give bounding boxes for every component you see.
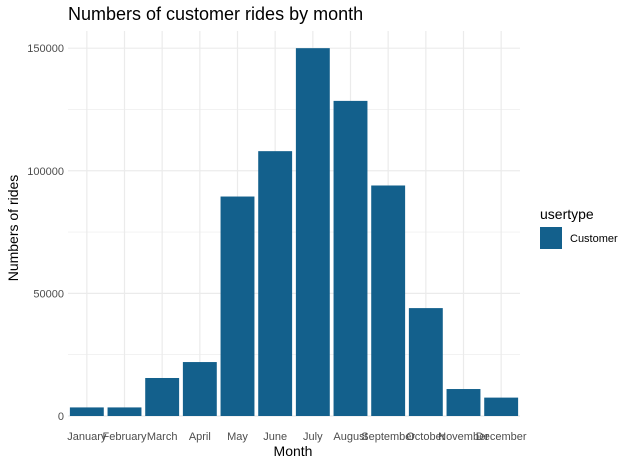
bar-may <box>220 196 255 416</box>
y-axis-title: Numbers of rides <box>5 175 21 282</box>
x-tick-label: October <box>406 431 445 443</box>
bars <box>69 48 519 417</box>
bar-january <box>69 407 104 416</box>
bar-september <box>371 185 406 416</box>
x-tick-label: January <box>67 431 107 443</box>
x-tick-label: August <box>333 431 367 443</box>
x-tick-label: February <box>102 431 147 443</box>
x-tick-label: May <box>227 431 248 443</box>
x-tick-label: November <box>438 431 489 443</box>
legend-swatch-customer <box>540 227 562 249</box>
bar-august <box>333 100 368 416</box>
y-axis-ticks: 0 50000 100000 150000 <box>27 43 64 423</box>
bar-april <box>182 362 217 416</box>
x-tick-label: July <box>303 431 323 443</box>
bar-july <box>295 48 330 417</box>
legend: usertype Customer <box>540 206 618 249</box>
bar-march <box>145 377 180 416</box>
bar-december <box>484 397 519 416</box>
y-tick-label: 150000 <box>27 43 64 55</box>
chart-title: Numbers of customer rides by month <box>68 4 363 24</box>
legend-title: usertype <box>540 206 594 222</box>
bar-february <box>107 407 142 416</box>
x-axis-title: Month <box>274 443 313 459</box>
x-tick-label: June <box>263 431 287 443</box>
x-tick-label: September <box>361 431 415 443</box>
bar-june <box>258 151 293 416</box>
bar-november <box>446 389 481 416</box>
x-tick-label: March <box>147 431 178 443</box>
y-tick-label: 100000 <box>27 166 64 178</box>
x-tick-label: April <box>189 431 211 443</box>
x-tick-label: December <box>476 431 527 443</box>
legend-label-customer: Customer <box>570 233 618 245</box>
bar-october <box>408 308 443 416</box>
y-tick-label: 0 <box>58 411 64 423</box>
y-tick-label: 50000 <box>33 288 64 300</box>
gridlines <box>68 31 520 417</box>
